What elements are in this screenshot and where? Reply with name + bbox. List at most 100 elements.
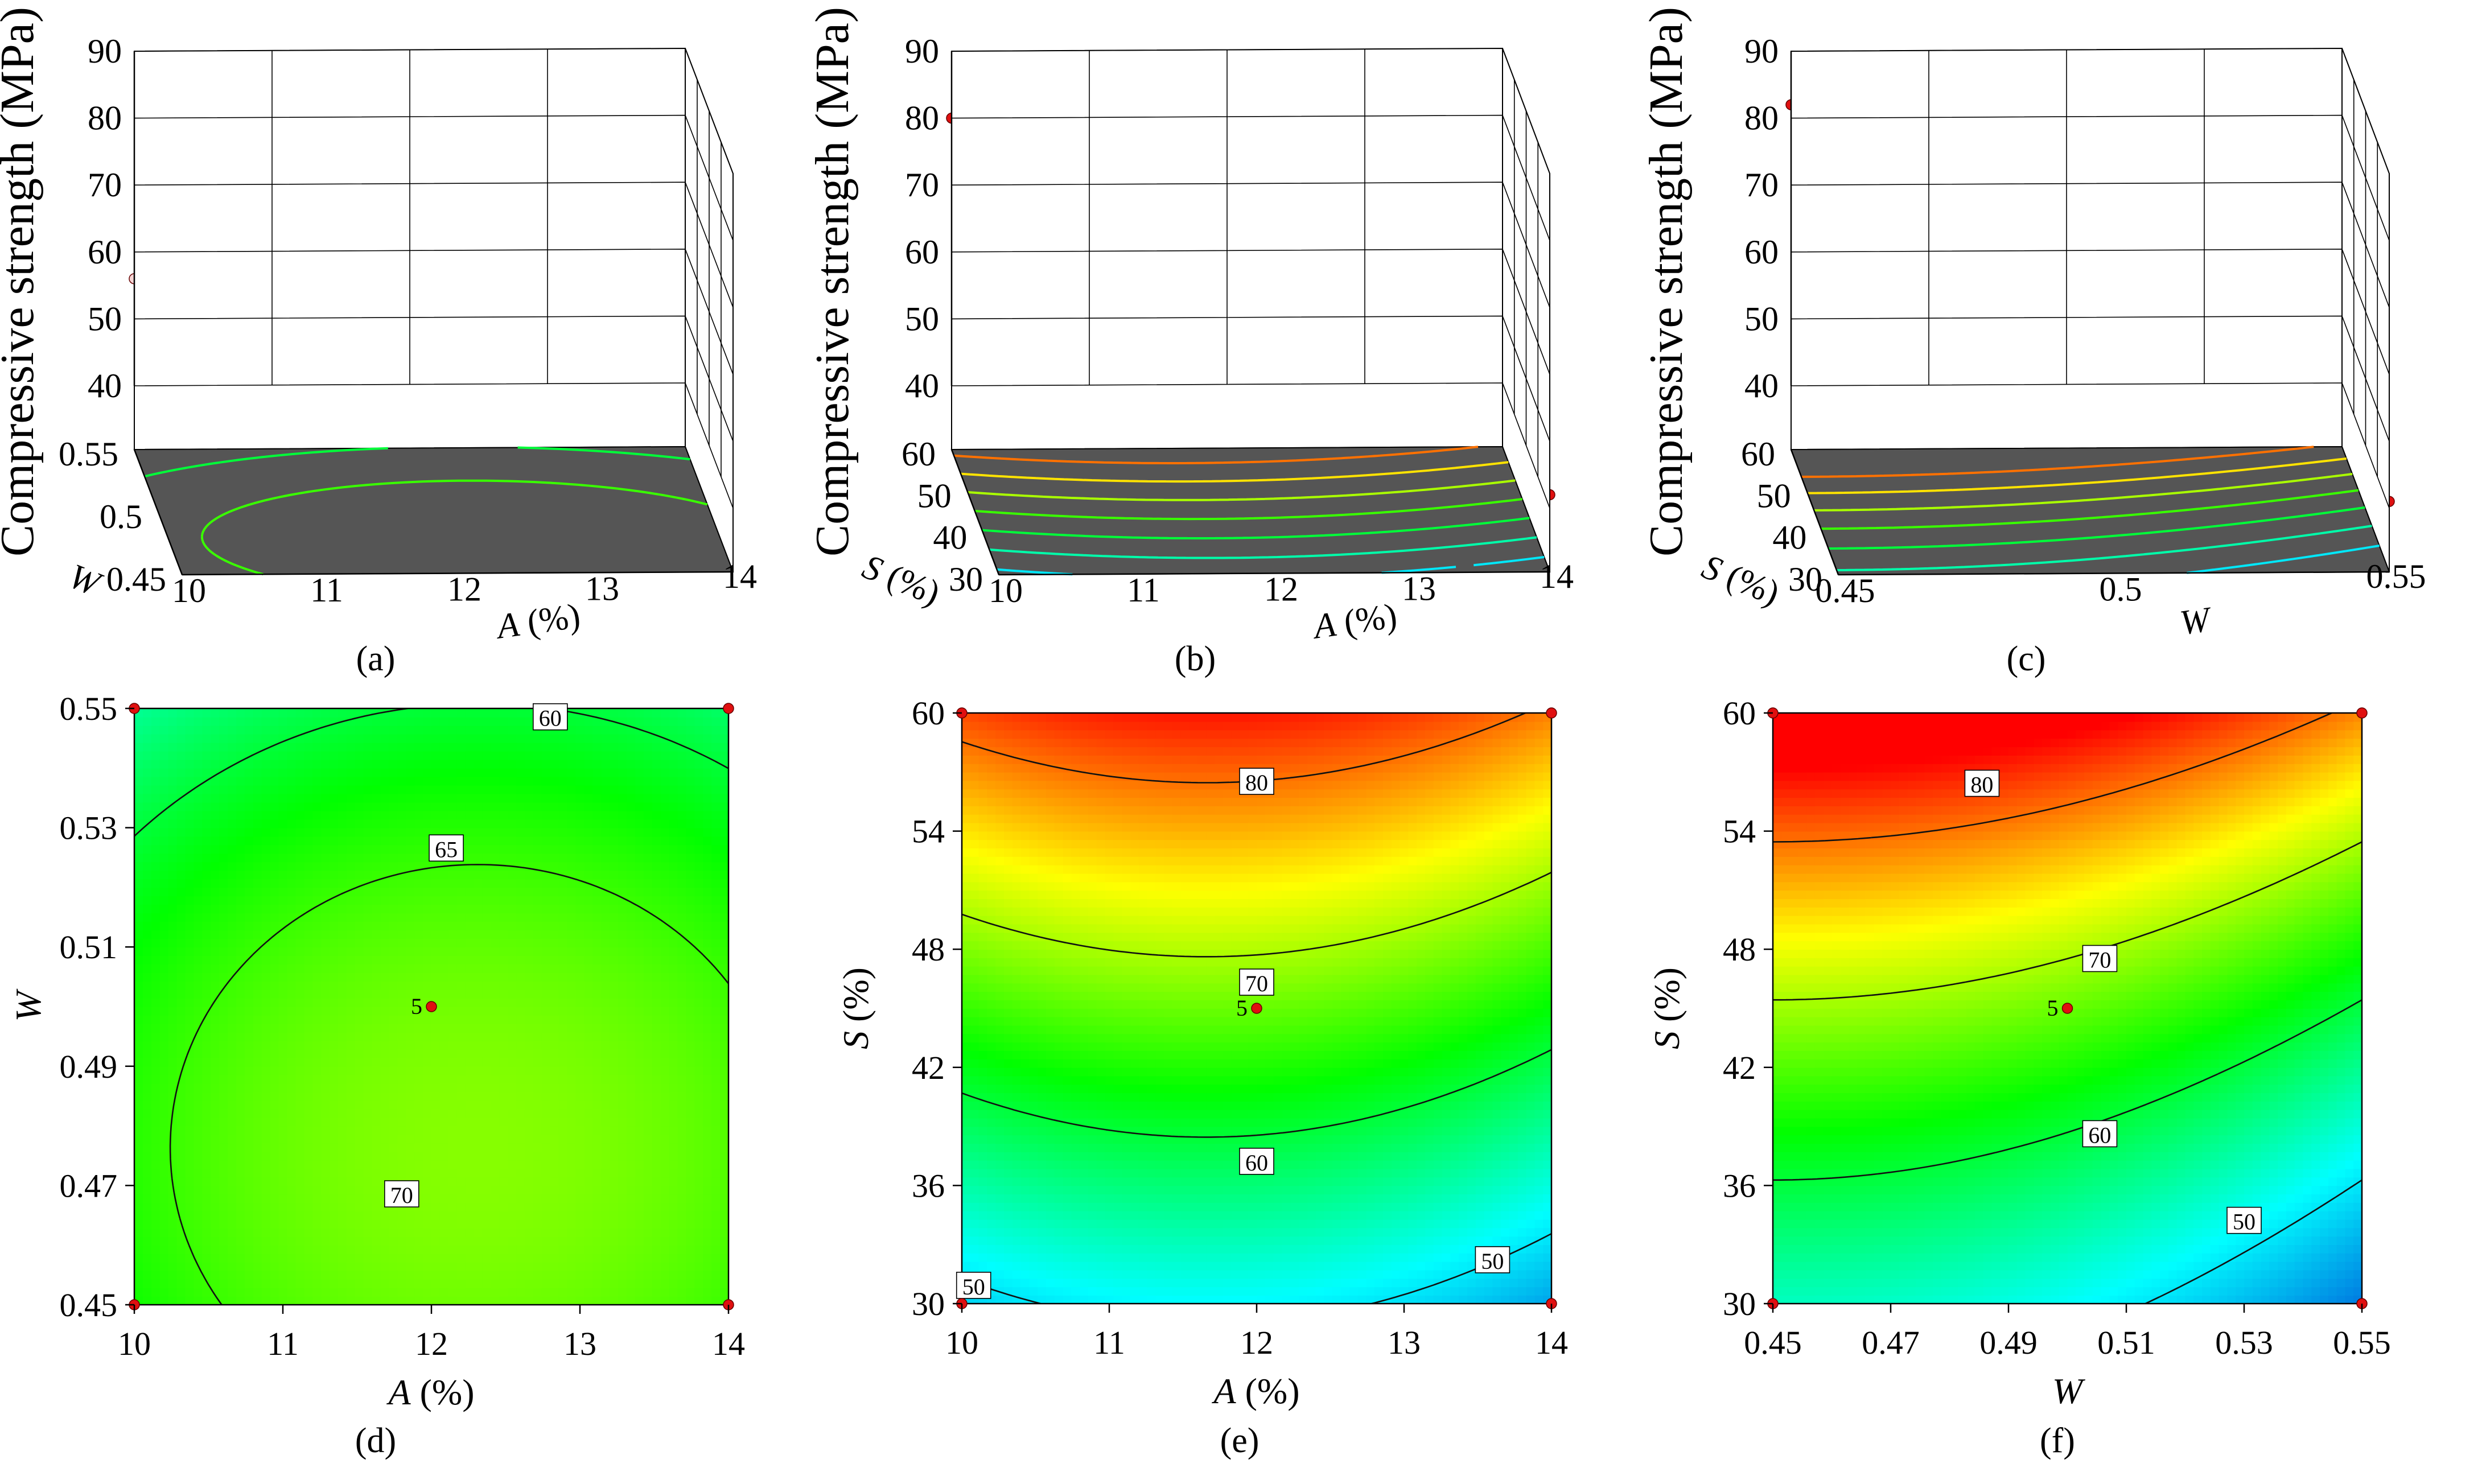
heat-cell [228, 1262, 237, 1271]
heat-cell [194, 1271, 203, 1280]
heat-cell [194, 990, 203, 999]
heat-cell [465, 1134, 475, 1144]
heat-cell [261, 1236, 271, 1246]
heat-cell [423, 802, 432, 811]
heat-cell [380, 708, 390, 718]
heat-cell [261, 896, 271, 905]
heat-cell [304, 1288, 313, 1297]
heat-cell [244, 1007, 254, 1016]
heat-cell [474, 904, 483, 914]
heat-cell [363, 887, 373, 897]
heat-cell [211, 1057, 220, 1067]
heat-cell [346, 964, 356, 973]
heat-cell [499, 1254, 509, 1263]
heat-cell [270, 827, 279, 837]
heat-cell [456, 1279, 466, 1288]
heat-cell [474, 879, 483, 888]
heat-cell [482, 921, 492, 931]
heat-cell [389, 1015, 398, 1024]
heat-cell [330, 870, 339, 880]
heat-cell [414, 1040, 423, 1050]
heat-cell [499, 930, 509, 939]
heat-cell [414, 1271, 423, 1280]
heat-cell [448, 981, 458, 990]
heat-cell [185, 1219, 195, 1229]
heat-cell [295, 981, 305, 990]
heat-cell [261, 972, 271, 982]
heat-cell [244, 1228, 254, 1238]
heat-cell [330, 1228, 339, 1238]
heat-cell [423, 1211, 432, 1221]
heat-cell [176, 1151, 186, 1161]
heat-cell [219, 836, 228, 846]
heat-cell [202, 1185, 212, 1195]
heat-cell [355, 930, 364, 939]
heat-cell [278, 1134, 288, 1144]
heat-cell [185, 1228, 195, 1238]
heat-cell [278, 887, 288, 897]
heat-cell [270, 1066, 279, 1075]
heat-cell [211, 793, 220, 803]
heat-cell [142, 964, 152, 973]
heat-cell [253, 1151, 262, 1161]
heat-cell [474, 1100, 483, 1110]
z-axis-label-c: Compressive strength (MPa) [1640, 7, 1693, 556]
heat-cell [244, 1040, 254, 1050]
heat-cell [270, 776, 279, 786]
heat-cell [185, 1288, 195, 1297]
heat-cell [355, 1194, 364, 1203]
heat-cell [321, 810, 330, 820]
z-axis-label-a: Compressive strength (MPa) [0, 7, 44, 556]
heat-cell [295, 879, 305, 888]
heat-cell [499, 938, 509, 947]
heat-cell [312, 1074, 322, 1084]
heat-cell [134, 947, 143, 956]
heat-cell [431, 819, 441, 828]
heat-cell [321, 1177, 330, 1186]
heat-cell [159, 844, 169, 854]
heat-cell [176, 1288, 186, 1297]
heat-cell [499, 1134, 509, 1144]
heat-cell [355, 776, 364, 786]
heat-cell [431, 1057, 441, 1067]
heat-cell [491, 981, 500, 990]
heat-cell [346, 1091, 356, 1101]
heat-cell [380, 716, 390, 726]
heat-cell [439, 1279, 449, 1288]
heat-cell [337, 981, 347, 990]
heat-cell [261, 785, 271, 794]
floor-plane [950, 446, 1551, 576]
heat-cell [270, 861, 279, 871]
heat-cell [372, 998, 381, 1007]
heat-cell [508, 1211, 517, 1221]
heat-cell [304, 1262, 313, 1271]
heat-cell [202, 1219, 212, 1229]
heat-cell [151, 725, 160, 735]
heat-cell [312, 785, 322, 794]
heat-cell [287, 751, 297, 760]
heat-cell [151, 904, 160, 914]
heat-cell [304, 913, 313, 922]
heat-cell [474, 1040, 483, 1050]
heat-cell [423, 1168, 432, 1178]
heat-cell [423, 1108, 432, 1118]
heat-cell [321, 1057, 330, 1067]
heat-cell [346, 1236, 356, 1246]
heat-cell [439, 1245, 449, 1254]
heat-cell [295, 938, 305, 947]
heat-cell [321, 802, 330, 811]
heat-cell [134, 1228, 143, 1238]
heat-cell [337, 1066, 347, 1075]
heat-cell [321, 759, 330, 769]
heat-cell [423, 1015, 432, 1024]
heat-cell [355, 1160, 364, 1169]
heat-cell [219, 904, 228, 914]
heat-cell [261, 1168, 271, 1178]
heat-cell [414, 1126, 423, 1135]
heat-cell [228, 913, 237, 922]
heat-cell [321, 947, 330, 956]
heat-cell [380, 1160, 390, 1169]
heat-cell [355, 921, 364, 931]
heat-cell [439, 751, 449, 760]
heat-cell [439, 802, 449, 811]
